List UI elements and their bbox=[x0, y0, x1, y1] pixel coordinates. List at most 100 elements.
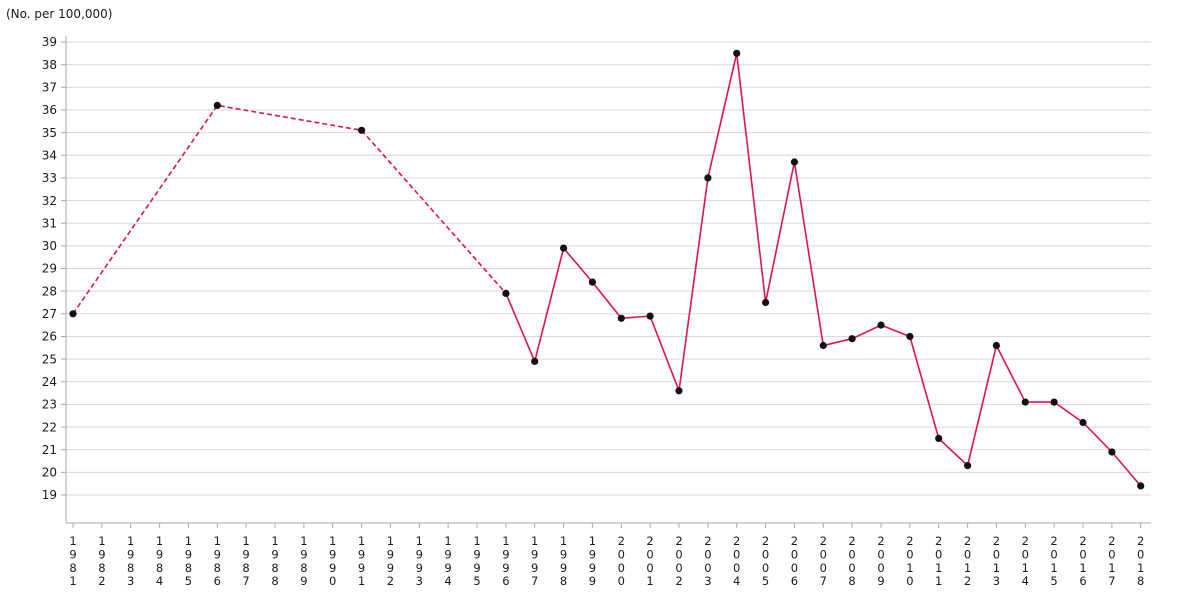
svg-text:0: 0 bbox=[964, 547, 971, 561]
svg-text:4: 4 bbox=[444, 574, 451, 588]
svg-text:8: 8 bbox=[560, 574, 567, 588]
y-axis-tick-label: 26 bbox=[42, 330, 57, 344]
svg-text:0: 0 bbox=[877, 547, 884, 561]
svg-text:0: 0 bbox=[733, 561, 740, 575]
svg-text:1: 1 bbox=[271, 534, 278, 548]
svg-text:2: 2 bbox=[1079, 534, 1086, 548]
svg-text:0: 0 bbox=[704, 547, 711, 561]
svg-text:9: 9 bbox=[416, 561, 423, 575]
y-axis-tick-label: 39 bbox=[42, 35, 57, 49]
svg-text:2: 2 bbox=[935, 534, 942, 548]
svg-text:9: 9 bbox=[300, 574, 307, 588]
axes bbox=[61, 36, 1151, 528]
svg-text:0: 0 bbox=[1079, 547, 1086, 561]
svg-text:1: 1 bbox=[69, 534, 76, 548]
svg-text:9: 9 bbox=[473, 561, 480, 575]
svg-text:8: 8 bbox=[271, 561, 278, 575]
svg-text:7: 7 bbox=[820, 574, 827, 588]
svg-text:1: 1 bbox=[214, 534, 221, 548]
svg-text:2: 2 bbox=[646, 534, 653, 548]
series-line-dashed bbox=[72, 104, 507, 315]
svg-text:2: 2 bbox=[993, 534, 1000, 548]
svg-text:7: 7 bbox=[531, 574, 538, 588]
svg-text:5: 5 bbox=[473, 574, 480, 588]
y-axis-labels: 39 38 37 36 35 34 33 32 31 30 29 28 27 26 25 24 23 22 21 20… bbox=[42, 35, 57, 502]
svg-text:1: 1 bbox=[560, 534, 567, 548]
svg-text:0: 0 bbox=[618, 561, 625, 575]
svg-text:1: 1 bbox=[358, 534, 365, 548]
data-point bbox=[358, 126, 366, 134]
svg-text:9: 9 bbox=[473, 547, 480, 561]
y-axis-tick-label: 28 bbox=[42, 284, 57, 298]
svg-text:6: 6 bbox=[1079, 574, 1086, 588]
data-point bbox=[1137, 482, 1145, 490]
data-point-markers bbox=[69, 49, 1145, 490]
svg-text:9: 9 bbox=[877, 574, 884, 588]
y-axis-tick-label: 34 bbox=[42, 148, 57, 162]
svg-text:5: 5 bbox=[185, 574, 192, 588]
data-point bbox=[531, 357, 539, 365]
svg-text:1: 1 bbox=[329, 534, 336, 548]
svg-text:0: 0 bbox=[906, 574, 913, 588]
data-point bbox=[69, 310, 77, 318]
svg-text:1: 1 bbox=[387, 534, 394, 548]
svg-text:9: 9 bbox=[416, 547, 423, 561]
svg-text:9: 9 bbox=[300, 547, 307, 561]
data-point bbox=[1050, 398, 1058, 406]
svg-text:2: 2 bbox=[877, 534, 884, 548]
svg-text:8: 8 bbox=[271, 574, 278, 588]
data-point bbox=[646, 312, 654, 320]
svg-text:3: 3 bbox=[704, 574, 711, 588]
svg-text:0: 0 bbox=[848, 547, 855, 561]
svg-text:0: 0 bbox=[675, 561, 682, 575]
svg-text:9: 9 bbox=[387, 561, 394, 575]
svg-text:0: 0 bbox=[820, 547, 827, 561]
series-line-solid bbox=[505, 53, 1142, 487]
svg-text:1: 1 bbox=[906, 561, 913, 575]
svg-text:0: 0 bbox=[704, 561, 711, 575]
svg-text:9: 9 bbox=[387, 547, 394, 561]
svg-text:1: 1 bbox=[1050, 561, 1057, 575]
svg-text:9: 9 bbox=[531, 561, 538, 575]
svg-text:8: 8 bbox=[1137, 574, 1144, 588]
y-axis-tick-label: 21 bbox=[42, 443, 57, 457]
y-axis-tick-label: 35 bbox=[42, 126, 57, 140]
svg-text:1: 1 bbox=[993, 561, 1000, 575]
svg-text:1: 1 bbox=[242, 534, 249, 548]
svg-text:9: 9 bbox=[531, 547, 538, 561]
svg-text:1: 1 bbox=[502, 534, 509, 548]
svg-text:6: 6 bbox=[502, 574, 509, 588]
svg-text:0: 0 bbox=[1108, 547, 1115, 561]
svg-text:1: 1 bbox=[589, 534, 596, 548]
data-point bbox=[819, 341, 827, 350]
svg-text:9: 9 bbox=[444, 561, 451, 575]
svg-text:1: 1 bbox=[1022, 561, 1029, 575]
svg-text:2: 2 bbox=[820, 534, 827, 548]
svg-text:5: 5 bbox=[1050, 574, 1057, 588]
svg-text:1: 1 bbox=[300, 534, 307, 548]
svg-text:0: 0 bbox=[935, 547, 942, 561]
svg-text:8: 8 bbox=[69, 561, 76, 575]
data-point bbox=[733, 49, 741, 57]
